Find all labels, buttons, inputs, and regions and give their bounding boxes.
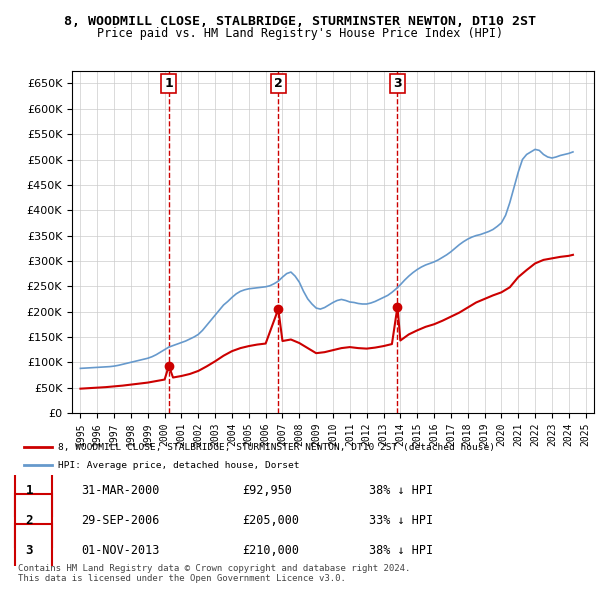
Text: 1: 1: [164, 77, 173, 90]
Text: 8, WOODMILL CLOSE, STALBRIDGE, STURMINSTER NEWTON, DT10 2ST: 8, WOODMILL CLOSE, STALBRIDGE, STURMINST…: [64, 15, 536, 28]
Text: 01-NOV-2013: 01-NOV-2013: [81, 544, 160, 557]
Text: 2: 2: [274, 77, 283, 90]
Text: Price paid vs. HM Land Registry's House Price Index (HPI): Price paid vs. HM Land Registry's House …: [97, 27, 503, 40]
FancyBboxPatch shape: [15, 494, 52, 547]
Text: £92,950: £92,950: [242, 484, 292, 497]
FancyBboxPatch shape: [15, 525, 52, 577]
Text: 38% ↓ HPI: 38% ↓ HPI: [369, 484, 433, 497]
Text: 2: 2: [26, 514, 33, 527]
Text: 8, WOODMILL CLOSE, STALBRIDGE, STURMINSTER NEWTON, DT10 2ST (detached house): 8, WOODMILL CLOSE, STALBRIDGE, STURMINST…: [58, 443, 495, 452]
Text: HPI: Average price, detached house, Dorset: HPI: Average price, detached house, Dors…: [58, 461, 299, 470]
Text: 3: 3: [26, 544, 33, 557]
FancyBboxPatch shape: [15, 464, 52, 516]
Text: Contains HM Land Registry data © Crown copyright and database right 2024.
This d: Contains HM Land Registry data © Crown c…: [18, 563, 410, 583]
Text: 29-SEP-2006: 29-SEP-2006: [81, 514, 160, 527]
Text: 31-MAR-2000: 31-MAR-2000: [81, 484, 160, 497]
Text: £210,000: £210,000: [242, 544, 299, 557]
Text: 3: 3: [393, 77, 402, 90]
Text: 1: 1: [26, 484, 33, 497]
Text: £205,000: £205,000: [242, 514, 299, 527]
Text: 38% ↓ HPI: 38% ↓ HPI: [369, 544, 433, 557]
Text: 33% ↓ HPI: 33% ↓ HPI: [369, 514, 433, 527]
